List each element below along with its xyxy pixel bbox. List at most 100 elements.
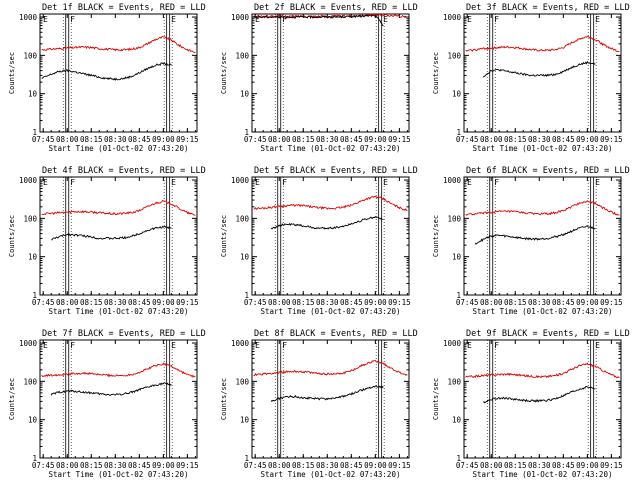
y-tick-label: 1 <box>244 454 249 463</box>
panel-title: Det 8f BLACK = Events, RED = LLD <box>254 329 418 339</box>
panel-title: Det 5f BLACK = Events, RED = LLD <box>254 166 418 176</box>
y-tick-label: 1 <box>32 291 37 300</box>
y-tick-label: 10 <box>240 90 250 99</box>
x-tick-label: 08:30 <box>104 135 127 144</box>
series-line-events <box>482 385 596 404</box>
series-line-events <box>482 60 596 78</box>
flag-label: F <box>70 341 75 350</box>
x-tick-label: 07:45 <box>244 135 267 144</box>
x-tick-label: 07:45 <box>32 461 55 470</box>
x-tick-label: 08:15 <box>80 135 103 144</box>
x-tick-label: 09:15 <box>388 298 411 307</box>
x-tick-label: 08:30 <box>528 461 551 470</box>
y-tick-label: 10 <box>28 416 38 425</box>
flag-label: E <box>43 341 48 350</box>
flag-label: E <box>383 341 388 350</box>
y-tick-label: 100 <box>235 214 249 223</box>
series-line-events <box>474 225 596 245</box>
y-axis-label: Counts/sec <box>8 215 16 257</box>
x-tick-label: 08:00 <box>268 298 291 307</box>
y-tick-label: 1000 <box>19 176 38 185</box>
x-tick-label: 09:15 <box>600 461 623 470</box>
x-tick-label: 07:45 <box>456 298 479 307</box>
x-tick-label: 08:00 <box>56 461 79 470</box>
series-line-events <box>51 225 172 241</box>
x-axis-label: Start Time (01-Oct-02 07:43:20) <box>473 307 613 316</box>
y-tick-label: 10 <box>28 253 38 262</box>
x-tick-label: 09:00 <box>576 298 599 307</box>
x-tick-label: 08:30 <box>104 298 127 307</box>
x-tick-label: 09:15 <box>600 298 623 307</box>
y-tick-label: 1 <box>244 128 249 137</box>
flag-label: E <box>43 178 48 187</box>
x-tick-label: 08:15 <box>504 461 527 470</box>
flag-label: E <box>171 341 176 350</box>
x-axis-label: Start Time (01-Oct-02 07:43:20) <box>261 470 401 479</box>
x-tick-label: 08:30 <box>316 135 339 144</box>
x-tick-label: 08:30 <box>528 135 551 144</box>
panel-title: Det 1f BLACK = Events, RED = LLD <box>42 3 206 13</box>
flag-label: E <box>255 341 260 350</box>
series-line-events <box>253 14 384 26</box>
flag-label: E <box>595 15 600 24</box>
x-axis-label: Start Time (01-Oct-02 07:43:20) <box>49 470 189 479</box>
series-line-lld <box>465 200 620 216</box>
x-tick-label: 08:00 <box>268 461 291 470</box>
panel-title: Det 6f BLACK = Events, RED = LLD <box>466 166 630 176</box>
x-tick-label: 09:00 <box>152 461 175 470</box>
flag-label: E <box>383 15 388 24</box>
x-tick-label: 08:45 <box>340 135 363 144</box>
panel-title: Det 9f BLACK = Events, RED = LLD <box>466 329 630 339</box>
axes-frame <box>39 176 198 296</box>
y-tick-label: 100 <box>23 377 37 386</box>
y-tick-label: 100 <box>447 214 461 223</box>
flag-label: F <box>282 178 287 187</box>
flag-label: F <box>70 178 75 187</box>
panel-title: Det 7f BLACK = Events, RED = LLD <box>42 329 206 339</box>
axes-frame <box>39 13 198 133</box>
x-tick-label: 08:15 <box>292 461 315 470</box>
x-tick-label: 09:00 <box>364 298 387 307</box>
x-tick-label: 08:15 <box>504 135 527 144</box>
x-tick-label: 08:00 <box>480 135 503 144</box>
y-axis-label: Counts/sec <box>220 52 228 94</box>
flag-label: E <box>255 178 260 187</box>
x-tick-label: 08:45 <box>552 298 575 307</box>
flag-label: F <box>70 15 75 24</box>
axes-frame <box>463 176 622 296</box>
axes-frame <box>251 13 410 133</box>
flag-label: E <box>383 178 388 187</box>
x-tick-label: 08:45 <box>128 135 151 144</box>
series-line-lld <box>465 35 620 53</box>
series-line-lld <box>253 359 408 377</box>
x-tick-label: 08:45 <box>128 461 151 470</box>
x-tick-label: 07:45 <box>456 461 479 470</box>
flag-label: E <box>467 178 472 187</box>
series-line-lld <box>253 13 408 19</box>
axes-frame <box>463 339 622 459</box>
x-axis-label: Start Time (01-Oct-02 07:43:20) <box>473 144 613 153</box>
panel-title: Det 2f BLACK = Events, RED = LLD <box>254 3 418 13</box>
x-axis-label: Start Time (01-Oct-02 07:43:20) <box>261 144 401 153</box>
x-tick-label: 08:00 <box>480 461 503 470</box>
x-axis-label: Start Time (01-Oct-02 07:43:20) <box>261 307 401 316</box>
x-tick-label: 08:00 <box>480 298 503 307</box>
x-tick-label: 09:15 <box>388 135 411 144</box>
x-tick-label: 08:45 <box>128 298 151 307</box>
x-axis-label: Start Time (01-Oct-02 07:43:20) <box>49 307 189 316</box>
x-tick-label: 09:00 <box>364 461 387 470</box>
flag-label: E <box>595 178 600 187</box>
y-tick-label: 1000 <box>19 339 38 348</box>
x-tick-label: 08:15 <box>80 461 103 470</box>
y-tick-label: 100 <box>235 51 249 60</box>
flag-label: F <box>494 15 499 24</box>
x-tick-label: 09:15 <box>388 461 411 470</box>
series-line-lld <box>41 36 196 54</box>
y-tick-label: 1000 <box>231 13 250 22</box>
y-tick-label: 1 <box>456 128 461 137</box>
y-tick-label: 100 <box>23 51 37 60</box>
